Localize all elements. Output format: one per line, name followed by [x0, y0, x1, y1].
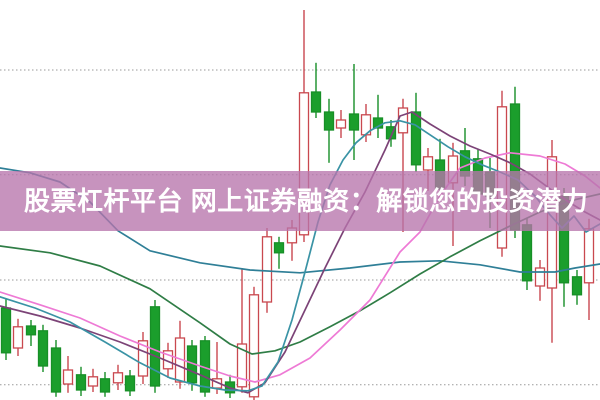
headline-banner: 股票杠杆平台 网上证券融资：解锁您的投资潜力 — [0, 171, 600, 231]
ma-pink — [0, 151, 600, 383]
headline-text: 股票杠杆平台 网上证券融资：解锁您的投资潜力 — [24, 186, 589, 216]
